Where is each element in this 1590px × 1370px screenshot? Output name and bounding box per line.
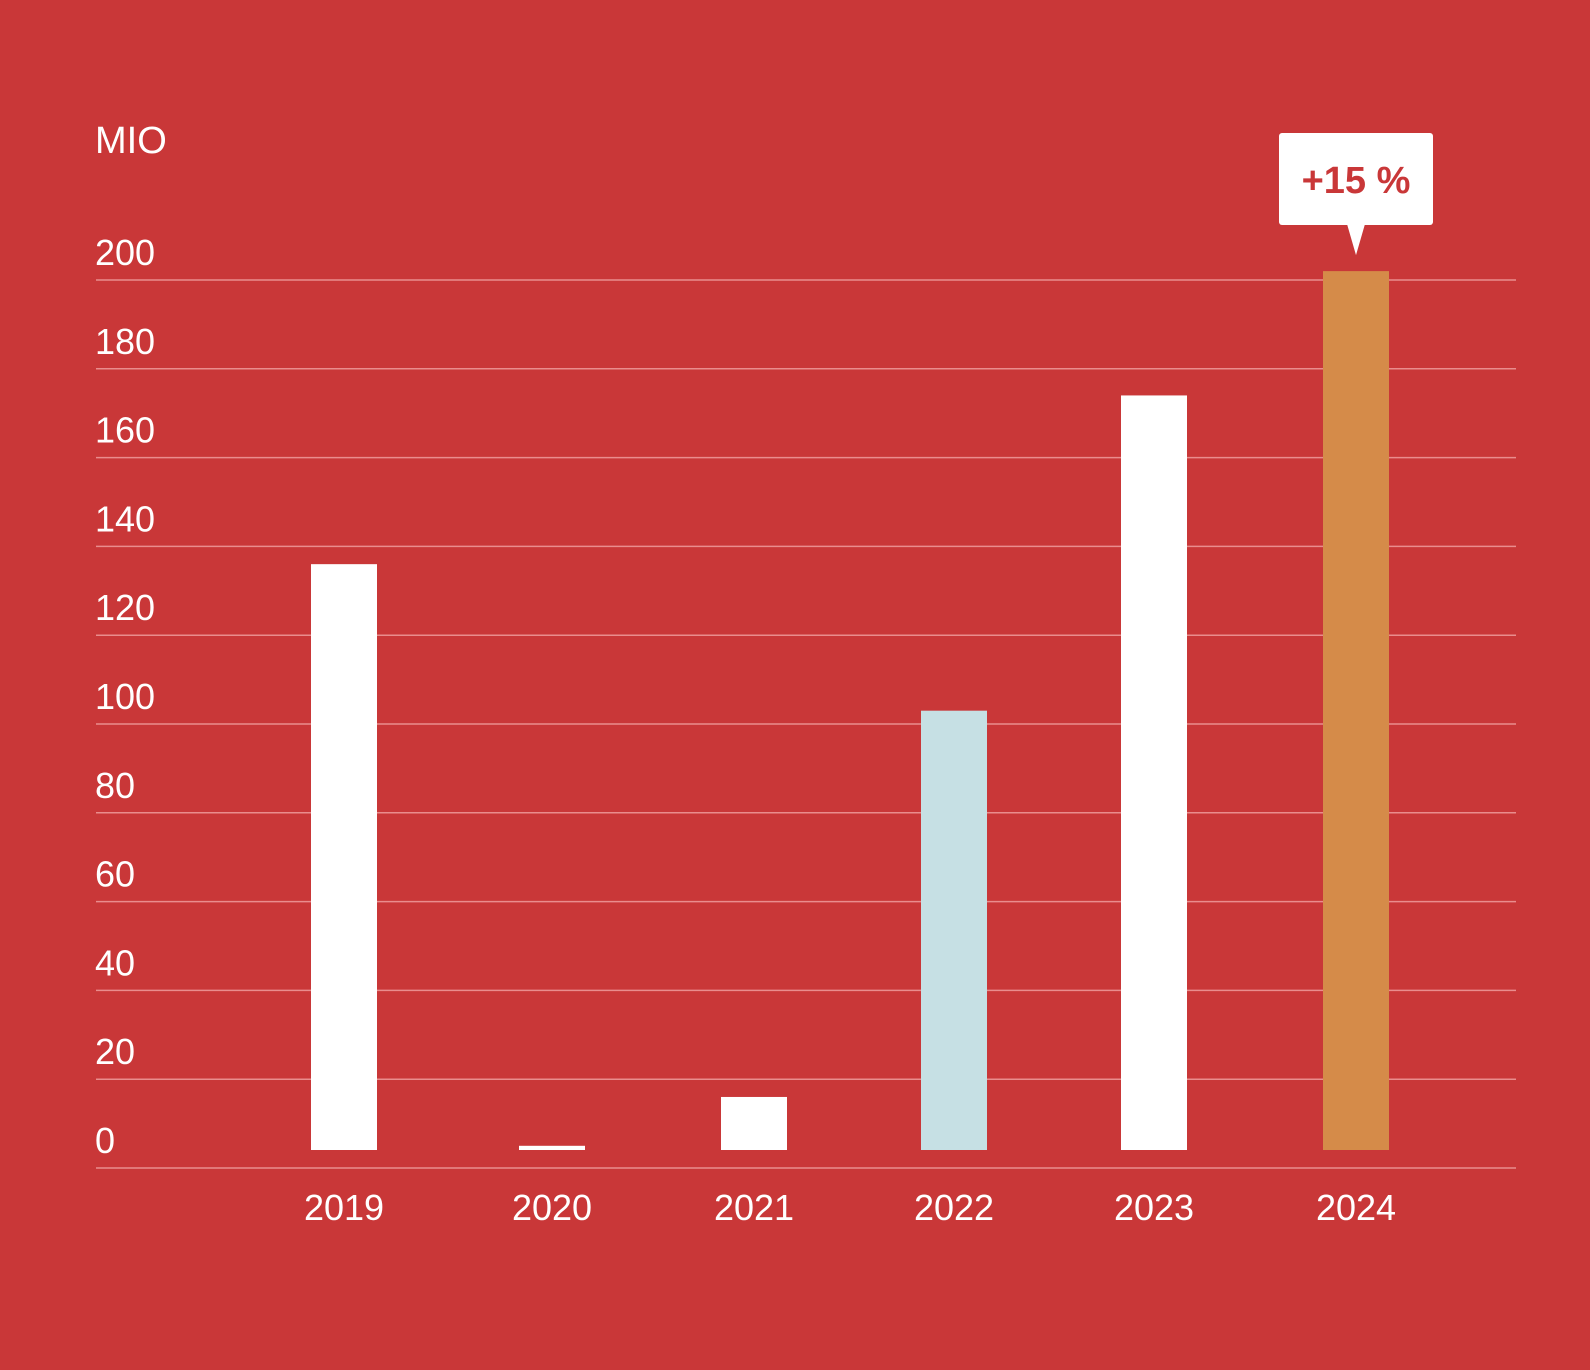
y-tick-label-160: 160 — [95, 410, 155, 451]
annotation-callout-text: +15 % — [1302, 160, 1411, 202]
bar-2020 — [519, 1145, 585, 1150]
x-tick-label-2019: 2019 — [304, 1187, 384, 1228]
bar-2021 — [721, 1096, 787, 1150]
x-tick-label-2020: 2020 — [512, 1187, 592, 1228]
gridlines-group — [96, 279, 1516, 1169]
y-axis-ticks-group: 0 20 40 60 80 100 120 140 160 180 200 — [95, 232, 155, 1161]
y-axis-unit-label: MIO — [95, 120, 167, 162]
bar-2024 — [1323, 271, 1389, 1150]
y-tick-label-0: 0 — [95, 1120, 115, 1161]
bar-2019 — [311, 564, 377, 1150]
y-tick-label-140: 140 — [95, 498, 155, 539]
bar-2023 — [1121, 395, 1187, 1150]
y-tick-label-20: 20 — [95, 1031, 135, 1072]
bar-2022 — [921, 710, 987, 1150]
y-tick-label-80: 80 — [95, 765, 135, 806]
x-tick-label-2021: 2021 — [714, 1187, 794, 1228]
y-tick-label-120: 120 — [95, 587, 155, 628]
annotation-callout-box — [1279, 133, 1433, 225]
x-axis-ticks-group: 2019 2020 2021 2022 2023 2024 — [304, 1187, 1396, 1228]
bars-group — [311, 271, 1389, 1150]
y-tick-label-40: 40 — [95, 942, 135, 983]
x-tick-label-2024: 2024 — [1316, 1187, 1396, 1228]
x-tick-label-2023: 2023 — [1114, 1187, 1194, 1228]
y-tick-label-60: 60 — [95, 854, 135, 895]
annotation-callout-pointer — [1347, 224, 1365, 256]
annotation-group: +15 % — [1279, 133, 1433, 256]
x-tick-label-2022: 2022 — [914, 1187, 994, 1228]
y-tick-label-100: 100 — [95, 676, 155, 717]
y-tick-label-200: 200 — [95, 232, 155, 273]
y-tick-label-180: 180 — [95, 321, 155, 362]
